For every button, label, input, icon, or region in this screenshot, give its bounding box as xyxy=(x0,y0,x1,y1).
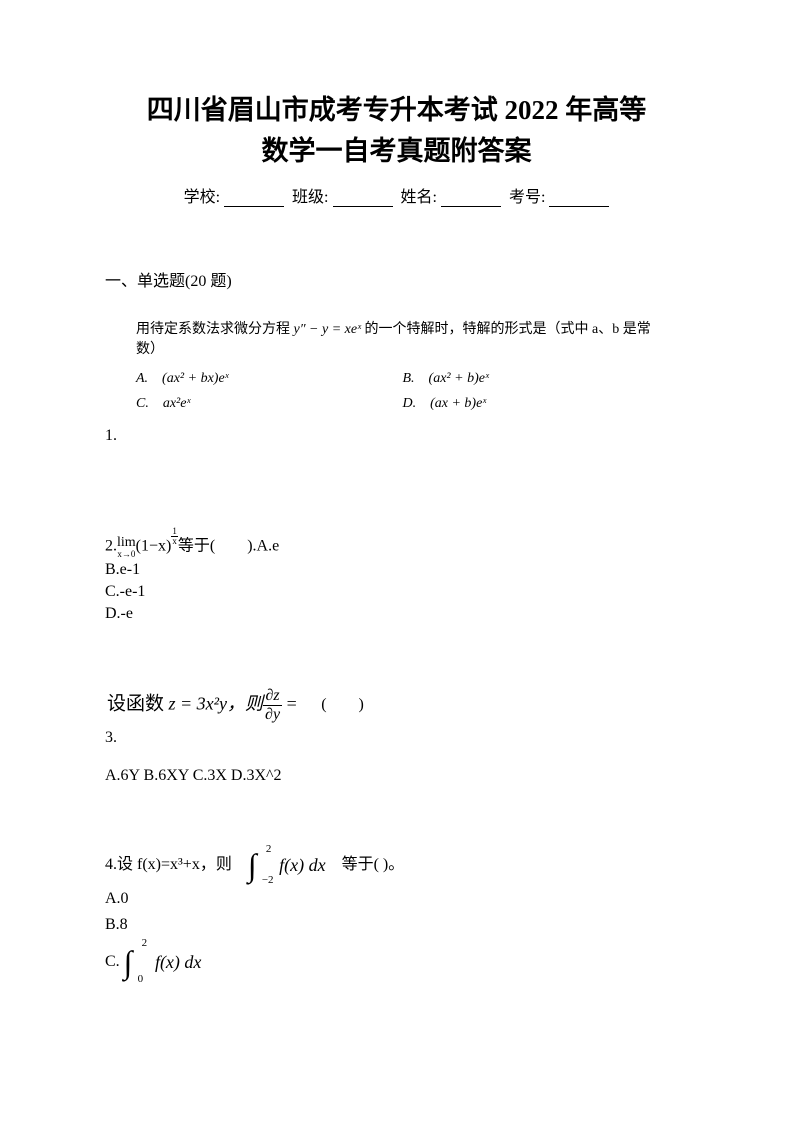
q4-optc-lower: 0 xyxy=(138,972,144,987)
q1-intro: 用待定系数法求微分方程 y″ − y = xeˣ 的一个特解时，特解的形式是（式… xyxy=(136,318,669,358)
q4-integral: ∫ 2 −2 f(x) dx xyxy=(244,847,330,884)
q2-option-d: D.-e xyxy=(105,603,688,625)
examno-label: 考号: xyxy=(509,189,545,206)
q3-paren: ( ) xyxy=(321,696,364,713)
q3-frac-den: ∂y xyxy=(263,706,282,723)
question-3: 设函数 z = 3x²y，则∂z∂y = ( ) 3. A.6Y B.6XY C… xyxy=(105,688,688,785)
q1-option-d: D. (ax + b)eˣ xyxy=(403,391,670,416)
q2-suffix: 等于( ). xyxy=(178,538,257,555)
q4-prefix: 4.设 f(x)=x³+x，则 xyxy=(105,856,232,873)
q4-option-a: A.0 xyxy=(105,888,688,910)
info-line: 学校: 班级: 姓名: 考号: xyxy=(105,183,688,207)
q3-expression: 设函数 z = 3x²y，则∂z∂y = ( ) xyxy=(105,688,688,723)
q2-expr: (1−x) xyxy=(136,538,172,555)
q2-option-c: C.-e-1 xyxy=(105,581,688,603)
q4-optc-prefix: C. xyxy=(105,954,120,971)
q2-lim-text: lim xyxy=(117,536,136,550)
name-label: 姓名: xyxy=(401,189,437,206)
q4-line: 4.设 f(x)=x³+x，则 ∫ 2 −2 f(x) dx 等于( )。 xyxy=(105,847,688,884)
school-label: 学校: xyxy=(184,189,220,206)
q4-optc-integral: ∫ 2 0 f(x) dx xyxy=(120,940,206,985)
integral-sign-icon: ∫ xyxy=(124,940,133,985)
q4-option-b: B.8 xyxy=(105,914,688,936)
page-title: 四川省眉山市成考专升本考试 2022 年高等 数学一自考真题附答案 xyxy=(105,90,688,171)
spacer xyxy=(105,457,688,527)
question-1: 用待定系数法求微分方程 y″ − y = xeˣ 的一个特解时，特解的形式是（式… xyxy=(105,311,688,445)
q2-option-a: A.e xyxy=(257,538,280,555)
title-line-1: 四川省眉山市成考专升本考试 2022 年高等 xyxy=(105,90,688,131)
integral-sign-block: ∫ 2 −2 f(x) dx xyxy=(248,847,326,884)
q3-equals: = xyxy=(282,693,297,713)
q4-int-lower: −2 xyxy=(262,874,274,886)
title-line-2: 数学一自考真题附答案 xyxy=(105,131,688,172)
q3-fraction: ∂z∂y xyxy=(263,688,282,723)
name-blank[interactable] xyxy=(441,191,501,207)
integral-sign-block-c: ∫ 2 0 f(x) dx xyxy=(124,940,202,985)
q3-label: 设函数 xyxy=(107,693,164,714)
q1-option-b: B. (ax² + b)eˣ xyxy=(403,366,670,391)
spacer xyxy=(105,797,688,847)
integral-sign-icon: ∫ xyxy=(248,847,257,884)
q1-content-box: 用待定系数法求微分方程 y″ − y = xeˣ 的一个特解时，特解的形式是（式… xyxy=(117,311,688,423)
class-label: 班级: xyxy=(292,189,328,206)
q3-options: A.6Y B.6XY C.3X D.3X^2 xyxy=(105,767,688,785)
q4-option-c: C. ∫ 2 0 f(x) dx xyxy=(105,940,688,985)
q4-optc-upper: 2 xyxy=(142,936,148,951)
q1-equation: y″ − y = xeˣ xyxy=(294,322,362,337)
q4-int-body: f(x) dx xyxy=(279,855,325,876)
examno-blank[interactable] xyxy=(549,191,609,207)
q2-lim-sub: x→0 xyxy=(117,550,136,559)
q4-int-upper: 2 xyxy=(266,843,272,855)
question-2: 2.limx→0(1−x)1x等于( ).A.e B.e-1 C.-e-1 D.… xyxy=(105,527,688,625)
section-header: 一、单选题(20 题) xyxy=(105,267,688,291)
q2-limit: limx→0 xyxy=(117,536,136,559)
q2-number: 2. xyxy=(105,538,117,555)
q1-options: A. (ax² + bx)eˣ B. (ax² + b)eˣ C. ax²eˣ … xyxy=(136,366,669,416)
q1-number: 1. xyxy=(105,427,688,445)
q2-line: 2.limx→0(1−x)1x等于( ).A.e xyxy=(105,527,688,558)
question-4: 4.设 f(x)=x³+x，则 ∫ 2 −2 f(x) dx 等于( )。 A.… xyxy=(105,847,688,986)
q4-optc-body: f(x) dx xyxy=(155,950,201,975)
q1-option-a: A. (ax² + bx)eˣ xyxy=(136,366,403,391)
q3-number: 3. xyxy=(105,729,688,747)
q3-frac-num: ∂z xyxy=(263,688,282,706)
q2-option-b: B.e-1 xyxy=(105,559,688,581)
q1-intro-pre: 用待定系数法求微分方程 xyxy=(136,322,294,337)
q1-option-c: C. ax²eˣ xyxy=(136,391,403,416)
q3-expr: z = 3x²y，则 xyxy=(164,693,263,713)
school-blank[interactable] xyxy=(224,191,284,207)
spacer xyxy=(105,638,688,688)
class-blank[interactable] xyxy=(333,191,393,207)
q4-suffix: 等于( )。 xyxy=(342,856,405,873)
